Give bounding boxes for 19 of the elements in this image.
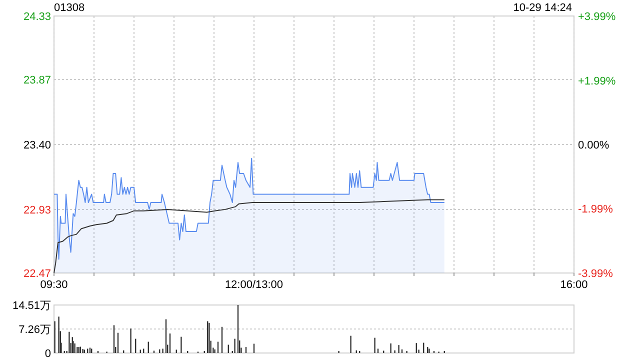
- y2-tick-label: +3.99%: [578, 11, 616, 23]
- x-tick-label: 16:00: [560, 279, 588, 291]
- y-tick-label: 24.33: [23, 11, 51, 23]
- x-tick-label: 12:00/13:00: [224, 279, 284, 291]
- y2-tick-label: 0.00%: [578, 140, 610, 152]
- y-tick-label: 22.47: [23, 268, 51, 280]
- y-tick-label: 7.26万: [18, 324, 51, 336]
- y2-tick-label: -1.99%: [578, 204, 614, 216]
- text: 10-29 14:24: [513, 2, 572, 14]
- y2-tick-label: +1.99%: [578, 75, 616, 88]
- y-tick-label: 23.40: [23, 140, 51, 152]
- x-tick-label: 09:30: [40, 279, 68, 291]
- y-tick-label: 22.93: [23, 204, 51, 216]
- y2-tick-label: -3.99%: [578, 268, 614, 280]
- y-tick-label: 0: [44, 348, 51, 360]
- y-tick-label: 14.51万: [12, 300, 51, 312]
- chart-title: 01308: [54, 2, 85, 14]
- line-series: [54, 199, 445, 274]
- y-tick-label: 23.87: [23, 74, 51, 87]
